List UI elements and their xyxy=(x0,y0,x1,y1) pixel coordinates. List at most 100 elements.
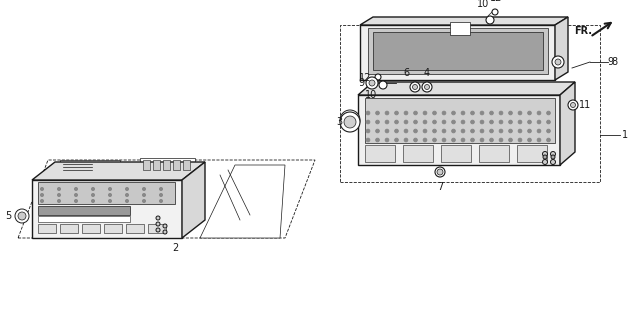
Circle shape xyxy=(552,56,564,68)
Circle shape xyxy=(537,111,541,115)
Circle shape xyxy=(490,129,493,133)
Circle shape xyxy=(442,138,445,142)
Circle shape xyxy=(163,224,167,228)
Circle shape xyxy=(537,138,541,142)
Circle shape xyxy=(74,194,78,196)
Circle shape xyxy=(375,120,379,124)
Circle shape xyxy=(518,120,522,124)
Polygon shape xyxy=(360,25,555,80)
Text: 10: 10 xyxy=(477,0,489,9)
Circle shape xyxy=(385,120,389,124)
Circle shape xyxy=(395,138,398,142)
Circle shape xyxy=(486,16,494,24)
Circle shape xyxy=(40,188,44,190)
Text: 9: 9 xyxy=(358,78,364,88)
Circle shape xyxy=(109,199,112,203)
Circle shape xyxy=(91,188,95,190)
Bar xyxy=(403,145,433,162)
Circle shape xyxy=(480,111,484,115)
Circle shape xyxy=(143,188,146,190)
Polygon shape xyxy=(555,17,568,80)
Polygon shape xyxy=(60,160,120,175)
Circle shape xyxy=(537,129,541,133)
Circle shape xyxy=(452,138,456,142)
Circle shape xyxy=(57,194,61,196)
Circle shape xyxy=(379,81,387,89)
Circle shape xyxy=(404,120,408,124)
Polygon shape xyxy=(38,206,130,215)
Bar xyxy=(104,224,122,233)
Polygon shape xyxy=(38,216,130,222)
Circle shape xyxy=(57,188,61,190)
Polygon shape xyxy=(32,162,205,180)
Circle shape xyxy=(410,82,420,92)
Circle shape xyxy=(546,129,550,133)
Circle shape xyxy=(461,111,465,115)
Circle shape xyxy=(550,159,555,164)
Circle shape xyxy=(480,120,484,124)
Circle shape xyxy=(461,138,465,142)
Circle shape xyxy=(160,199,163,203)
Circle shape xyxy=(143,199,146,203)
Circle shape xyxy=(156,222,160,226)
Circle shape xyxy=(546,111,550,115)
Bar xyxy=(441,145,471,162)
Circle shape xyxy=(143,194,146,196)
Polygon shape xyxy=(358,95,560,165)
Circle shape xyxy=(340,112,360,132)
Polygon shape xyxy=(358,82,575,95)
Circle shape xyxy=(509,138,512,142)
Polygon shape xyxy=(32,180,182,238)
Circle shape xyxy=(461,129,465,133)
Text: 12: 12 xyxy=(359,73,371,83)
Text: 11: 11 xyxy=(579,100,591,110)
Circle shape xyxy=(442,111,445,115)
Circle shape xyxy=(509,120,512,124)
Circle shape xyxy=(414,111,417,115)
Circle shape xyxy=(550,151,555,156)
Polygon shape xyxy=(373,32,543,70)
Circle shape xyxy=(366,111,370,115)
Circle shape xyxy=(555,59,561,65)
Circle shape xyxy=(375,74,381,80)
Circle shape xyxy=(528,120,531,124)
Circle shape xyxy=(369,80,375,86)
Polygon shape xyxy=(365,98,555,143)
Circle shape xyxy=(340,110,360,130)
Circle shape xyxy=(452,120,456,124)
Circle shape xyxy=(543,159,548,164)
Circle shape xyxy=(109,194,112,196)
Circle shape xyxy=(437,169,443,175)
Polygon shape xyxy=(200,165,285,238)
Circle shape xyxy=(395,120,398,124)
Circle shape xyxy=(109,188,112,190)
Bar xyxy=(163,160,170,170)
Circle shape xyxy=(404,138,408,142)
Circle shape xyxy=(490,138,493,142)
Circle shape xyxy=(126,199,129,203)
Circle shape xyxy=(385,129,389,133)
Circle shape xyxy=(414,129,417,133)
Bar xyxy=(38,224,56,233)
Circle shape xyxy=(91,199,95,203)
Circle shape xyxy=(452,111,456,115)
Circle shape xyxy=(423,138,427,142)
Text: 12: 12 xyxy=(490,0,502,3)
Circle shape xyxy=(18,212,26,220)
Circle shape xyxy=(471,111,475,115)
Circle shape xyxy=(40,194,44,196)
Circle shape xyxy=(163,230,167,234)
Circle shape xyxy=(490,111,493,115)
Circle shape xyxy=(423,129,427,133)
Circle shape xyxy=(433,120,436,124)
Bar xyxy=(365,145,395,162)
Circle shape xyxy=(414,120,417,124)
Circle shape xyxy=(543,151,548,156)
Circle shape xyxy=(375,138,379,142)
Circle shape xyxy=(344,114,356,126)
Circle shape xyxy=(15,209,29,223)
Text: 2: 2 xyxy=(172,243,178,253)
Circle shape xyxy=(568,100,578,110)
Circle shape xyxy=(471,120,475,124)
Circle shape xyxy=(471,129,475,133)
